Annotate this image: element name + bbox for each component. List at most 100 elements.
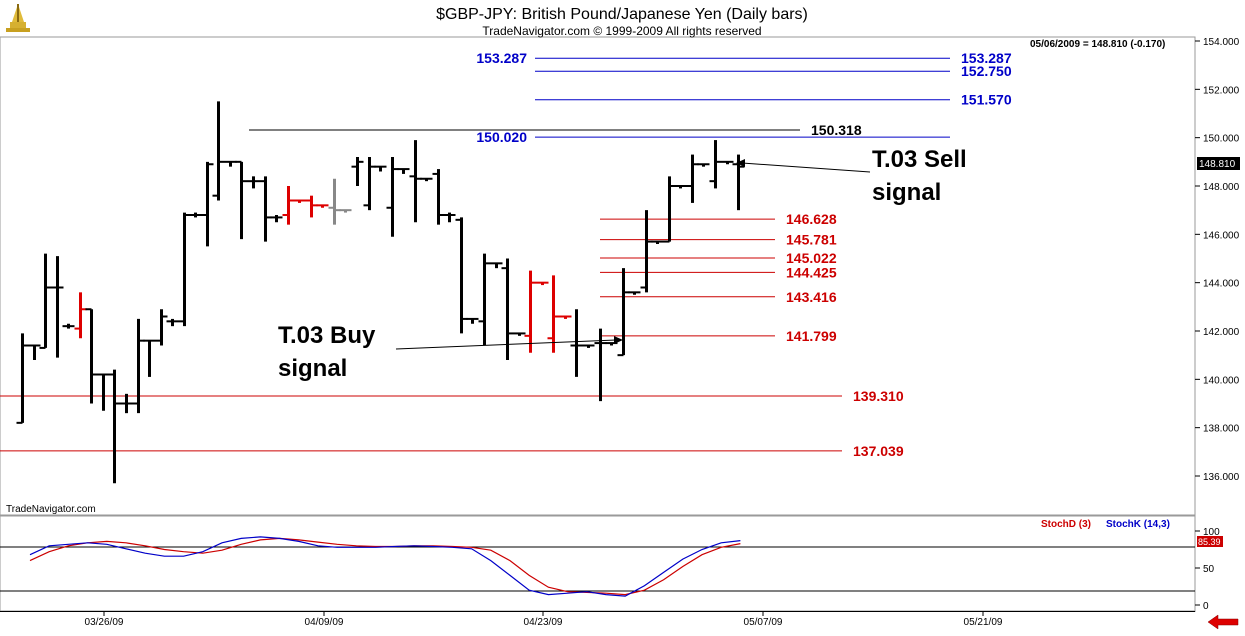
sell-signal-line-1: T.03 Sell [872,146,967,173]
logo-icon[interactable] [6,4,30,32]
price-bar [166,318,179,327]
price-bar [351,157,364,186]
price-bar [582,344,595,348]
price-bar [247,176,260,189]
buy-signal-line-1: T.03 Buy [278,322,376,349]
x-tick-label: 05/07/09 [744,617,783,628]
stoch-tick-label: 0 [1203,601,1209,612]
price-bar [628,291,641,295]
fib-levels: 153.287153.287152.750151.570150.318150.0… [0,50,1012,459]
level-left-label: 150.020 [476,129,527,145]
y-tick-label: 142.000 [1203,327,1240,338]
price-bar [28,344,41,360]
level-label: 143.416 [786,289,837,305]
level-label: 151.570 [961,92,1012,108]
y-tick-label: 140.000 [1203,375,1240,386]
price-bar [155,309,168,346]
price-bar [709,140,722,189]
scroll-left-icon[interactable] [1207,614,1239,630]
level-label: 153.287 [961,50,1012,66]
chart-title: $GBP-JPY: British Pound/Japanese Yen (Da… [436,6,808,23]
level-label: 152.750 [961,63,1012,79]
x-tick-label: 03/26/09 [85,617,124,628]
stoch-tick-label: 50 [1203,564,1215,575]
price-bar [108,369,121,484]
price-bar [524,270,537,353]
y-tick-label: 136.000 [1203,472,1240,483]
y-tick-label: 152.000 [1203,85,1240,96]
y-tick-label: 144.000 [1203,279,1240,290]
stoch-axis: 0 50 100 [1195,527,1220,612]
price-bar [293,199,306,203]
price-bar [501,258,514,360]
scroll-left-button[interactable] [1207,614,1239,630]
price-bar [513,332,526,336]
price-bar [490,262,503,269]
price-bar [466,317,479,324]
price-bar [62,323,75,329]
price-bar [697,163,710,167]
price-bar [397,168,410,174]
stochk-line [29,536,741,597]
sell-signal-arrowhead [736,159,745,167]
price-bar [201,161,214,247]
x-tick-label: 04/09/09 [305,617,344,628]
price-bar [478,253,491,346]
last-price-marker [1197,157,1240,170]
level-left-label: 153.287 [476,50,527,66]
sell-signal-annotation: T.03 Sell signal [736,146,967,206]
price-bar [536,281,549,286]
sell-signal-arrow [741,162,871,173]
level-label: 150.318 [811,122,862,138]
stoch-lines [29,536,741,597]
price-bar [559,315,572,319]
y-tick-label: 148.000 [1203,182,1240,193]
price-bar [420,177,433,182]
buy-signal-line-2: signal [278,355,347,382]
stoch-last-label: 85.39 [1198,537,1221,547]
y-tick-label: 146.000 [1203,230,1240,241]
y-tick-label: 150.000 [1203,134,1240,145]
indicator-panel-frame [0,515,1196,612]
stochd-legend: StochD (3) [1041,519,1091,530]
price-bar [270,215,283,223]
price-bar [212,101,225,201]
price-bar [316,204,329,208]
price-bar [374,165,387,172]
price-bar [85,308,98,404]
price-panel-frame [0,36,1196,516]
sell-signal-line-2: signal [872,179,941,206]
price-bar [674,185,687,189]
info-line: 05/06/2009 = 148.810 (-0.170) [1030,39,1165,50]
chart-subtitle: TradeNavigator.com © 1999-2009 All right… [482,24,761,38]
level-label: 137.039 [853,443,904,459]
stoch-last-marker [1197,536,1223,547]
level-label: 141.799 [786,328,837,344]
price-bar [39,253,52,349]
x-tick-label: 04/23/09 [524,617,563,628]
price-bar [235,160,248,240]
y-tick-label: 154.000 [1203,37,1240,48]
level-label: 139.310 [853,388,904,404]
level-label: 145.022 [786,250,837,266]
price-bar [189,212,202,218]
price-bar [721,160,734,165]
buy-signal-annotation: T.03 Buy signal [278,322,623,382]
price-bar [547,275,560,353]
buy-signal-arrow [395,339,617,350]
level-label: 146.628 [786,211,837,227]
level-label: 144.425 [786,264,837,280]
stochk-legend: StochK (14,3) [1106,519,1170,530]
price-bar [120,393,133,414]
price-bar [570,309,583,377]
price-bar [339,209,352,213]
price-bar [651,240,664,244]
price-axis: 136.000 138.000 140.000 142.000 144.000 146.0… [1195,37,1240,483]
y-tick-label: 138.000 [1203,424,1240,435]
x-tick-label: 05/21/09 [964,617,1003,628]
buy-signal-arrowhead [614,336,623,344]
level-label: 145.781 [786,232,837,248]
price-bar [443,212,456,223]
